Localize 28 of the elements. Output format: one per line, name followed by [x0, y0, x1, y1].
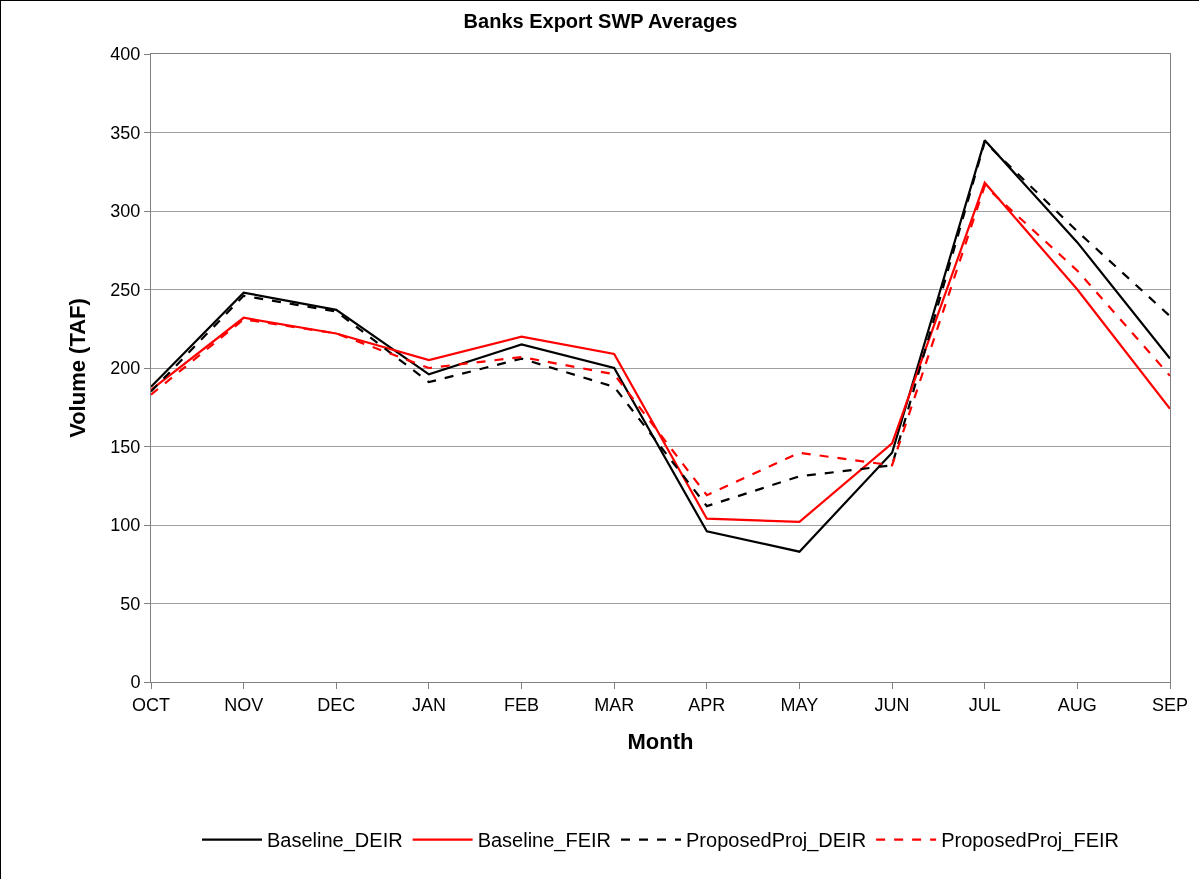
x-tick-label: FEB [504, 694, 540, 715]
y-tick-label: 300 [110, 201, 141, 222]
legend-label: Baseline_DEIR [267, 829, 403, 853]
x-tick-label: NOV [224, 694, 264, 715]
y-tick-label: 100 [110, 515, 141, 536]
y-tick-label: 0 [130, 672, 141, 693]
x-tick-label: AUG [1057, 694, 1097, 715]
legend-label: Baseline_FEIR [477, 829, 612, 853]
y-axis-title: Volume (TAF) [65, 298, 91, 438]
y-tick-label: 400 [110, 44, 141, 65]
legend-label: ProposedProj_DEIR [686, 829, 867, 853]
x-axis-title: Month [627, 729, 694, 755]
y-tick-label: 350 [110, 122, 141, 143]
x-tick-label: JUN [874, 694, 910, 715]
y-tick-label: 250 [110, 279, 141, 300]
y-tick-label: 150 [110, 436, 141, 457]
legend-label: ProposedProj_FEIR [941, 829, 1119, 853]
x-tick-label: SEP [1151, 694, 1189, 715]
y-tick-label: 50 [120, 593, 141, 614]
x-tick-label: DEC [317, 694, 356, 715]
x-tick-label: JUL [968, 694, 1001, 715]
chart-title: Banks Export SWP Averages [463, 10, 738, 33]
y-tick-label: 200 [110, 358, 141, 379]
x-tick-label: JAN [411, 694, 446, 715]
x-tick-label: OCT [132, 694, 170, 715]
x-tick-label: MAY [780, 694, 819, 715]
x-tick-label: MAR [594, 694, 635, 715]
x-tick-label: APR [688, 694, 726, 715]
